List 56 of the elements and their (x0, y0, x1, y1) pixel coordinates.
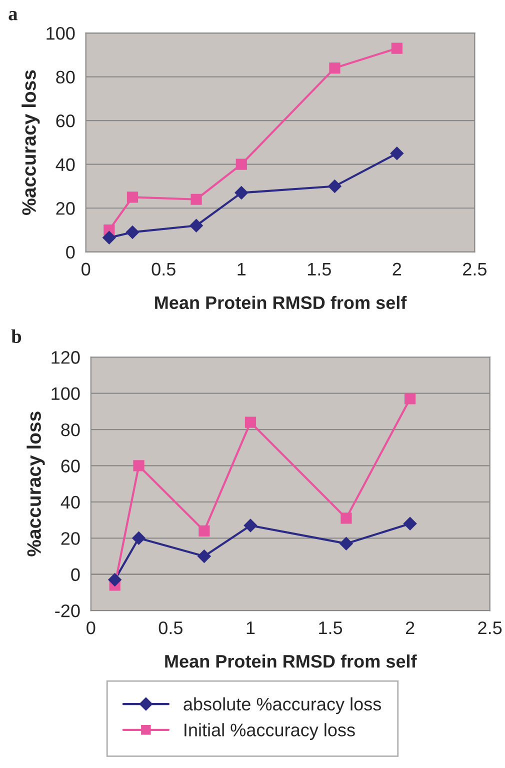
x-tick-label: 2 (406, 621, 414, 634)
point (390, 146, 404, 160)
x-tick-label: 0.5 (152, 262, 176, 276)
y-axis-title: %accuracy loss (26, 412, 45, 556)
chart-title: b (11, 329, 22, 344)
y-tick-label: 40 (56, 158, 75, 172)
point (190, 194, 202, 205)
x-tick-label: 0 (82, 262, 90, 276)
point (190, 219, 203, 232)
point (234, 186, 248, 200)
chart-title: a (8, 11, 18, 20)
y-axis-title: %accuracy loss (22, 70, 40, 215)
y-tick-label: 40 (60, 496, 80, 509)
legend-label: absolute %accuracy loss (184, 697, 381, 714)
point (244, 518, 258, 532)
point (403, 517, 417, 530)
x-tick-label: 0.5 (158, 621, 182, 634)
x-tick-label: 1 (246, 622, 255, 634)
y-tick-label: 100 (52, 387, 80, 400)
y-tick-label: 20 (56, 202, 75, 215)
y-tick-label: 20 (61, 532, 80, 545)
point (126, 226, 140, 239)
point (244, 416, 256, 428)
y-tick-label: 0 (71, 568, 80, 582)
point (126, 192, 138, 203)
x-tick-label: 0 (86, 621, 96, 634)
y-tick-label: 80 (56, 70, 75, 84)
x-tick-label: 2.5 (478, 621, 502, 634)
x-tick-label: 1.5 (319, 622, 342, 634)
point (328, 180, 342, 193)
x-tick-label: 1.5 (308, 262, 331, 276)
y-tick-label: 100 (46, 26, 75, 40)
y-tick-label: 0 (66, 246, 75, 259)
y-tick-label: 120 (52, 351, 80, 364)
y-tick-label: 60 (61, 460, 80, 472)
point (404, 393, 416, 404)
x-tick-label: 2 (392, 262, 402, 276)
point (329, 62, 340, 74)
y-tick-label: -20 (55, 604, 80, 618)
point (198, 550, 211, 563)
point (198, 525, 210, 536)
x-axis-title: Mean Protein RMSD from self (155, 296, 407, 310)
y-tick-label: 80 (61, 423, 80, 436)
point (340, 536, 353, 550)
point (391, 42, 402, 54)
y-tick-label: 60 (56, 114, 75, 128)
point (133, 460, 144, 472)
x-axis-title: Mean Protein RMSD from self (165, 654, 417, 668)
point (102, 231, 116, 244)
point (132, 532, 146, 545)
legend-label: Initial %accuracy loss (184, 723, 355, 740)
x-tick-label: 2.5 (463, 262, 486, 276)
point (236, 158, 247, 170)
point (340, 512, 352, 524)
x-tick-label: 1 (238, 262, 246, 276)
point (108, 573, 122, 586)
